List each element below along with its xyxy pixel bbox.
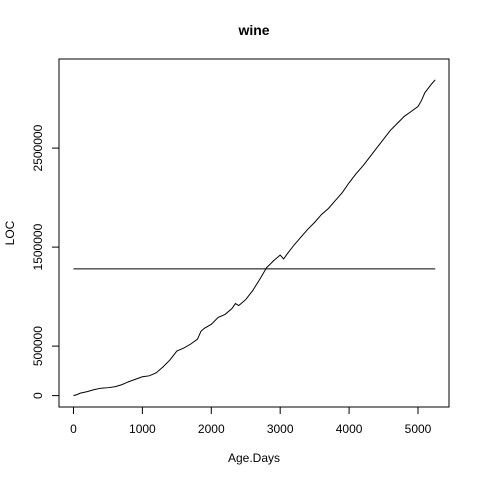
x-tick-label: 5000 [405, 422, 432, 436]
y-tick-label: 1500000 [31, 223, 45, 270]
x-tick-label: 1000 [129, 422, 156, 436]
y-tick-label: 500000 [31, 326, 45, 366]
x-axis-label: Age.Days [228, 451, 280, 465]
x-tick-label: 0 [70, 422, 77, 436]
plot-frame [58, 58, 450, 408]
y-axis-label: LOC [3, 220, 17, 245]
x-tick-label: 4000 [336, 422, 363, 436]
y-tick-label: 2500000 [31, 124, 45, 171]
y-axis: 0 500000 1500000 2500000 [31, 124, 60, 399]
series-layer [73, 79, 436, 397]
chart-title: wine [237, 22, 269, 38]
x-tick-label: 2000 [198, 422, 225, 436]
x-axis: 0 1000 2000 3000 4000 5000 [70, 406, 432, 436]
loc-series-line [73, 79, 436, 397]
y-tick-label: 0 [31, 392, 45, 399]
x-tick-label: 3000 [267, 422, 294, 436]
